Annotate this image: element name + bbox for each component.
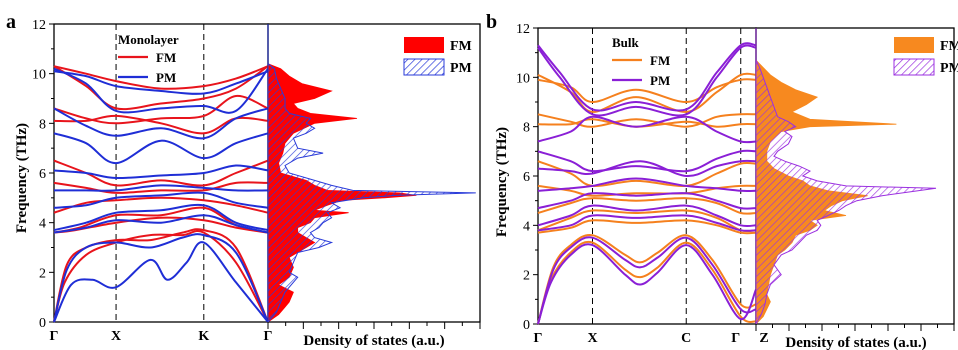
kpoint-label: X xyxy=(111,329,121,344)
band-line-fm xyxy=(53,65,269,111)
panel-label: a xyxy=(6,11,16,33)
legend-dos-label: FM xyxy=(940,39,958,54)
band-line-pm xyxy=(53,132,269,165)
band-line-pm xyxy=(53,241,269,323)
kpoint-label: Γ xyxy=(50,329,59,344)
band-line-pm xyxy=(53,164,269,180)
y-tick-label: 8 xyxy=(523,121,530,136)
band-line-pm xyxy=(537,115,757,144)
band-line-fm xyxy=(53,94,269,125)
kpoint-label: C xyxy=(681,331,691,346)
y-tick-label: 6 xyxy=(39,167,46,182)
band-line-pm xyxy=(53,191,269,209)
y-tick-label: 4 xyxy=(39,217,46,232)
band-line-pm xyxy=(53,67,269,114)
y-tick-label: 2 xyxy=(39,266,46,281)
band-line-pm xyxy=(53,107,269,140)
panel-a: a Frequency (THz) 0 2 4 6 8 10 12 Γ X K Γ Monolay… xyxy=(6,11,481,349)
legend-dos-label: PM xyxy=(450,61,472,76)
dos-x-label: Density of states (a.u.) xyxy=(785,335,926,350)
y-tick-label: 6 xyxy=(523,170,530,185)
band-line-fm xyxy=(53,196,269,214)
band-line-pm xyxy=(53,214,269,234)
band-line-pm xyxy=(54,184,269,192)
band-line-pm xyxy=(537,214,757,232)
band-line-fm xyxy=(537,78,757,104)
legend-line-label: FM xyxy=(650,53,670,68)
panel-label: b xyxy=(486,11,497,33)
legend-line-label: PM xyxy=(156,70,176,85)
kpoint-label: Γ xyxy=(534,331,543,346)
dos-area-pm xyxy=(755,28,937,325)
y-tick-label: 12 xyxy=(516,22,530,37)
legend-dos-swatch xyxy=(404,37,444,53)
dos-x-label: Density of states (a.u.) xyxy=(303,333,444,349)
band-line-pm xyxy=(53,203,269,232)
band-line-fm xyxy=(537,240,757,325)
y-tick-label: 0 xyxy=(523,318,530,333)
y-tick-label: 2 xyxy=(523,269,530,284)
legend-line-label: FM xyxy=(156,50,176,65)
band-line-pm xyxy=(537,44,757,117)
kpoint-label: X xyxy=(587,331,597,346)
panel-b: b Frequency (THz) 0 2 4 6 8 10 12 Γ X C Γ Z Bulk F… xyxy=(486,11,958,350)
band-line-pm xyxy=(537,243,757,325)
y-axis-label: Frequency (THz) xyxy=(494,127,510,237)
y-tick-label: 8 xyxy=(39,117,46,132)
legend-line-label: PM xyxy=(650,73,670,88)
band-line-pm xyxy=(537,204,757,228)
band-frame xyxy=(537,27,757,325)
kpoint-label: K xyxy=(198,329,209,344)
band-line-fm xyxy=(53,228,269,323)
y-tick-label: 0 xyxy=(39,316,46,331)
band-line-fm xyxy=(53,65,269,90)
band-line-fm xyxy=(537,233,757,325)
subtitle: Monolayer xyxy=(118,32,179,47)
kpoint-label: Γ xyxy=(731,331,740,346)
legend-dos-label: FM xyxy=(450,39,472,54)
y-tick-label: 10 xyxy=(516,71,530,86)
band-line-fm xyxy=(53,181,269,194)
y-tick-label: 10 xyxy=(32,68,46,83)
band-line-fm xyxy=(537,160,757,188)
kpoint-label: Γ xyxy=(264,329,273,344)
band-line-fm xyxy=(537,118,757,128)
y-axis-label: Frequency (THz) xyxy=(14,123,30,233)
legend-dos-swatch xyxy=(403,58,445,76)
band-line-fm xyxy=(537,184,757,197)
legend-dos-label: PM xyxy=(940,61,958,76)
band-line-pm xyxy=(537,236,757,325)
legend-dos-swatch xyxy=(893,58,935,76)
y-tick-label: 4 xyxy=(523,219,530,234)
dos-frame xyxy=(267,23,481,323)
band-line-pm xyxy=(537,42,757,112)
legend-dos-swatch xyxy=(894,37,934,53)
kpoint-label: Z xyxy=(759,331,768,346)
band-line-pm xyxy=(53,233,269,323)
band-line-pm xyxy=(537,192,757,210)
band-line-fm xyxy=(537,197,757,215)
band-line-fm xyxy=(537,113,757,128)
band-line-fm xyxy=(537,219,757,235)
band-line-pm xyxy=(537,149,757,173)
dos-area-pm xyxy=(267,24,476,324)
subtitle: Bulk xyxy=(612,35,640,50)
band-line-pm xyxy=(537,177,757,192)
band-line-fm xyxy=(53,229,269,323)
band-line-pm xyxy=(53,70,269,95)
y-tick-label: 12 xyxy=(32,18,46,33)
